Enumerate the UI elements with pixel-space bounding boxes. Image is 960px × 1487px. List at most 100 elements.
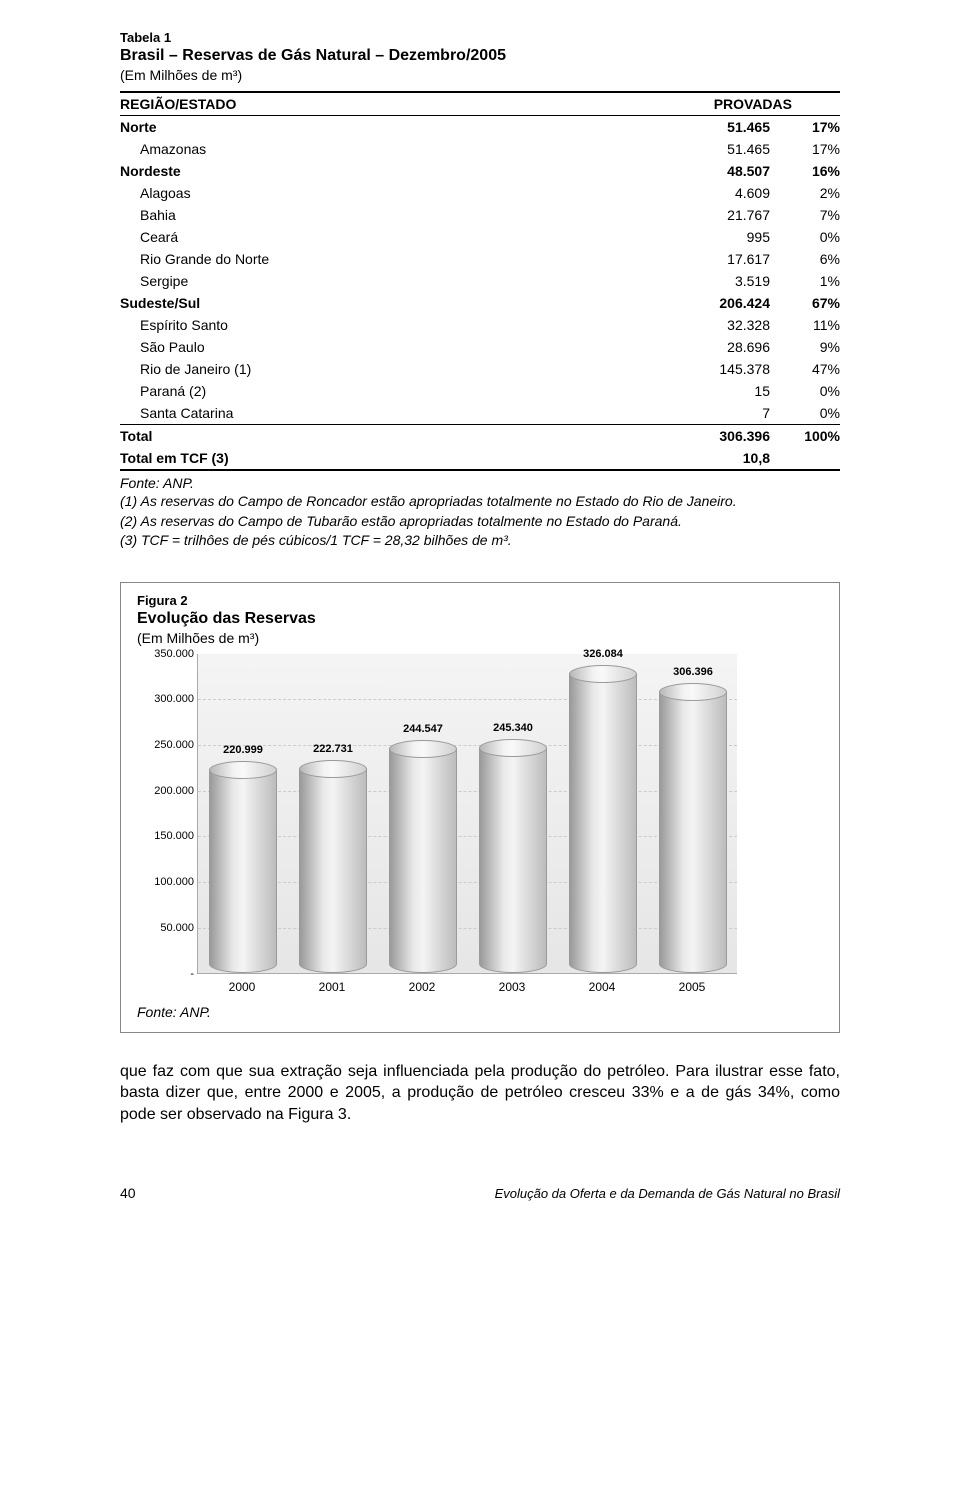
table-tcf-row: Total em TCF (3)10,8 — [120, 447, 840, 470]
cell-pct: 17% — [784, 116, 840, 139]
cell-pct: 47% — [784, 358, 840, 380]
cell-value: 48.507 — [571, 160, 784, 182]
chart-x-label: 2005 — [647, 980, 737, 994]
table-note-2: (2) As reservas do Campo de Tubarão estã… — [120, 513, 840, 531]
cell-value: 995 — [571, 226, 784, 248]
chart-bar-body — [389, 749, 457, 973]
chart-bar-top — [389, 740, 457, 758]
cell-value: 7 — [571, 402, 784, 425]
cell-pct: 7% — [784, 204, 840, 226]
table-note-3: (3) TCF = trilhôes de pés cúbicos/1 TCF … — [120, 532, 840, 550]
page-footer: 40 Evolução da Oferta e da Demanda de Gá… — [120, 1185, 840, 1201]
table-block: Tabela 1 Brasil – Reservas de Gás Natura… — [120, 30, 840, 550]
cell-name: Rio de Janeiro (1) — [120, 358, 571, 380]
table-subtitle: (Em Milhões de m³) — [120, 67, 840, 83]
col-region: REGIÃO/ESTADO — [120, 92, 571, 116]
chart-gridline — [198, 882, 737, 883]
chart-y-tick: 100.000 — [126, 876, 194, 888]
table-row: Rio Grande do Norte17.6176% — [120, 248, 840, 270]
table-row: Rio de Janeiro (1)145.37847% — [120, 358, 840, 380]
chart-bar-label: 326.084 — [569, 648, 637, 660]
cell-pct: 2% — [784, 182, 840, 204]
chart-bar: 244.547 — [389, 749, 457, 973]
table-body: Norte51.46517%Amazonas51.46517%Nordeste4… — [120, 116, 840, 471]
cell-value: 28.696 — [571, 336, 784, 358]
cell-name: Alagoas — [120, 182, 571, 204]
cell-value: 10,8 — [571, 447, 784, 470]
chart-bar-label: 220.999 — [209, 744, 277, 756]
cell-name: Santa Catarina — [120, 402, 571, 425]
table-row: Bahia21.7677% — [120, 204, 840, 226]
chart-bar-body — [299, 769, 367, 973]
cell-name: Paraná (2) — [120, 380, 571, 402]
chart-gridline — [198, 836, 737, 837]
page: Tabela 1 Brasil – Reservas de Gás Natura… — [0, 0, 960, 1231]
page-number: 40 — [120, 1185, 136, 1201]
table-source: Fonte: ANP. — [120, 475, 840, 491]
figure-box: Figura 2 Evolução das Reservas (Em Milhõ… — [120, 582, 840, 1033]
table-row: Ceará9950% — [120, 226, 840, 248]
chart-x-label: 2001 — [287, 980, 377, 994]
cell-name: Norte — [120, 116, 571, 139]
chart-gridline — [198, 928, 737, 929]
cell-name: Nordeste — [120, 160, 571, 182]
cell-pct: 0% — [784, 226, 840, 248]
chart-y-tick: 250.000 — [126, 739, 194, 751]
chart-bar-body — [569, 674, 637, 972]
cell-value: 17.617 — [571, 248, 784, 270]
chart-plot-area: 350.000300.000250.000200.000150.000100.0… — [197, 654, 737, 974]
figure-subtitle: (Em Milhões de m³) — [137, 630, 823, 646]
table-row: Nordeste48.50716% — [120, 160, 840, 182]
cell-name: Total — [120, 425, 571, 448]
chart-x-label: 2003 — [467, 980, 557, 994]
table-row: Sudeste/Sul206.42467% — [120, 292, 840, 314]
cell-value: 51.465 — [571, 116, 784, 139]
chart-y-axis: 350.000300.000250.000200.000150.000100.0… — [126, 654, 194, 973]
chart-bar-label: 244.547 — [389, 723, 457, 735]
cell-pct: 6% — [784, 248, 840, 270]
cell-pct: 9% — [784, 336, 840, 358]
figure-source: Fonte: ANP. — [137, 1004, 823, 1020]
chart-y-tick: - — [126, 968, 194, 980]
table-row: Espírito Santo32.32811% — [120, 314, 840, 336]
chart-x-labels: 200020012002200320042005 — [197, 980, 737, 994]
cell-pct: 11% — [784, 314, 840, 336]
table-row: Paraná (2)150% — [120, 380, 840, 402]
table-title: Brasil – Reservas de Gás Natural – Dezem… — [120, 47, 840, 65]
figure-title: Evolução das Reservas — [137, 610, 823, 628]
table-total-row: Total306.396100% — [120, 425, 840, 448]
table-row: São Paulo28.6969% — [120, 336, 840, 358]
col-provadas: PROVADAS — [571, 92, 840, 116]
cell-value: 32.328 — [571, 314, 784, 336]
table-row: Sergipe3.5191% — [120, 270, 840, 292]
cell-pct: 100% — [784, 425, 840, 448]
cell-value: 15 — [571, 380, 784, 402]
chart-bar-label: 306.396 — [659, 666, 727, 678]
chart: 350.000300.000250.000200.000150.000100.0… — [197, 654, 737, 994]
cell-name: Espírito Santo — [120, 314, 571, 336]
cell-name: Total em TCF (3) — [120, 447, 571, 470]
table-note-1: (1) As reservas do Campo de Roncador est… — [120, 493, 840, 511]
cell-value: 145.378 — [571, 358, 784, 380]
chart-bar: 222.731 — [299, 769, 367, 973]
reserves-table: REGIÃO/ESTADO PROVADAS Norte51.46517%Ama… — [120, 91, 840, 471]
chart-x-label: 2002 — [377, 980, 467, 994]
chart-x-label: 2000 — [197, 980, 287, 994]
chart-bar-top — [299, 760, 367, 778]
chart-gridline — [198, 791, 737, 792]
table-row: Amazonas51.46517% — [120, 138, 840, 160]
cell-value: 51.465 — [571, 138, 784, 160]
cell-name: Amazonas — [120, 138, 571, 160]
table-header-row: REGIÃO/ESTADO PROVADAS — [120, 92, 840, 116]
cell-value: 3.519 — [571, 270, 784, 292]
chart-y-tick: 200.000 — [126, 785, 194, 797]
table-row: Alagoas4.6092% — [120, 182, 840, 204]
chart-y-tick: 350.000 — [126, 648, 194, 660]
chart-bar: 245.340 — [479, 748, 547, 972]
cell-pct — [784, 447, 840, 470]
cell-pct: 0% — [784, 380, 840, 402]
chart-bar-label: 245.340 — [479, 722, 547, 734]
body-paragraph: que faz com que sua extração seja influe… — [120, 1061, 840, 1126]
cell-name: Rio Grande do Norte — [120, 248, 571, 270]
cell-pct: 67% — [784, 292, 840, 314]
